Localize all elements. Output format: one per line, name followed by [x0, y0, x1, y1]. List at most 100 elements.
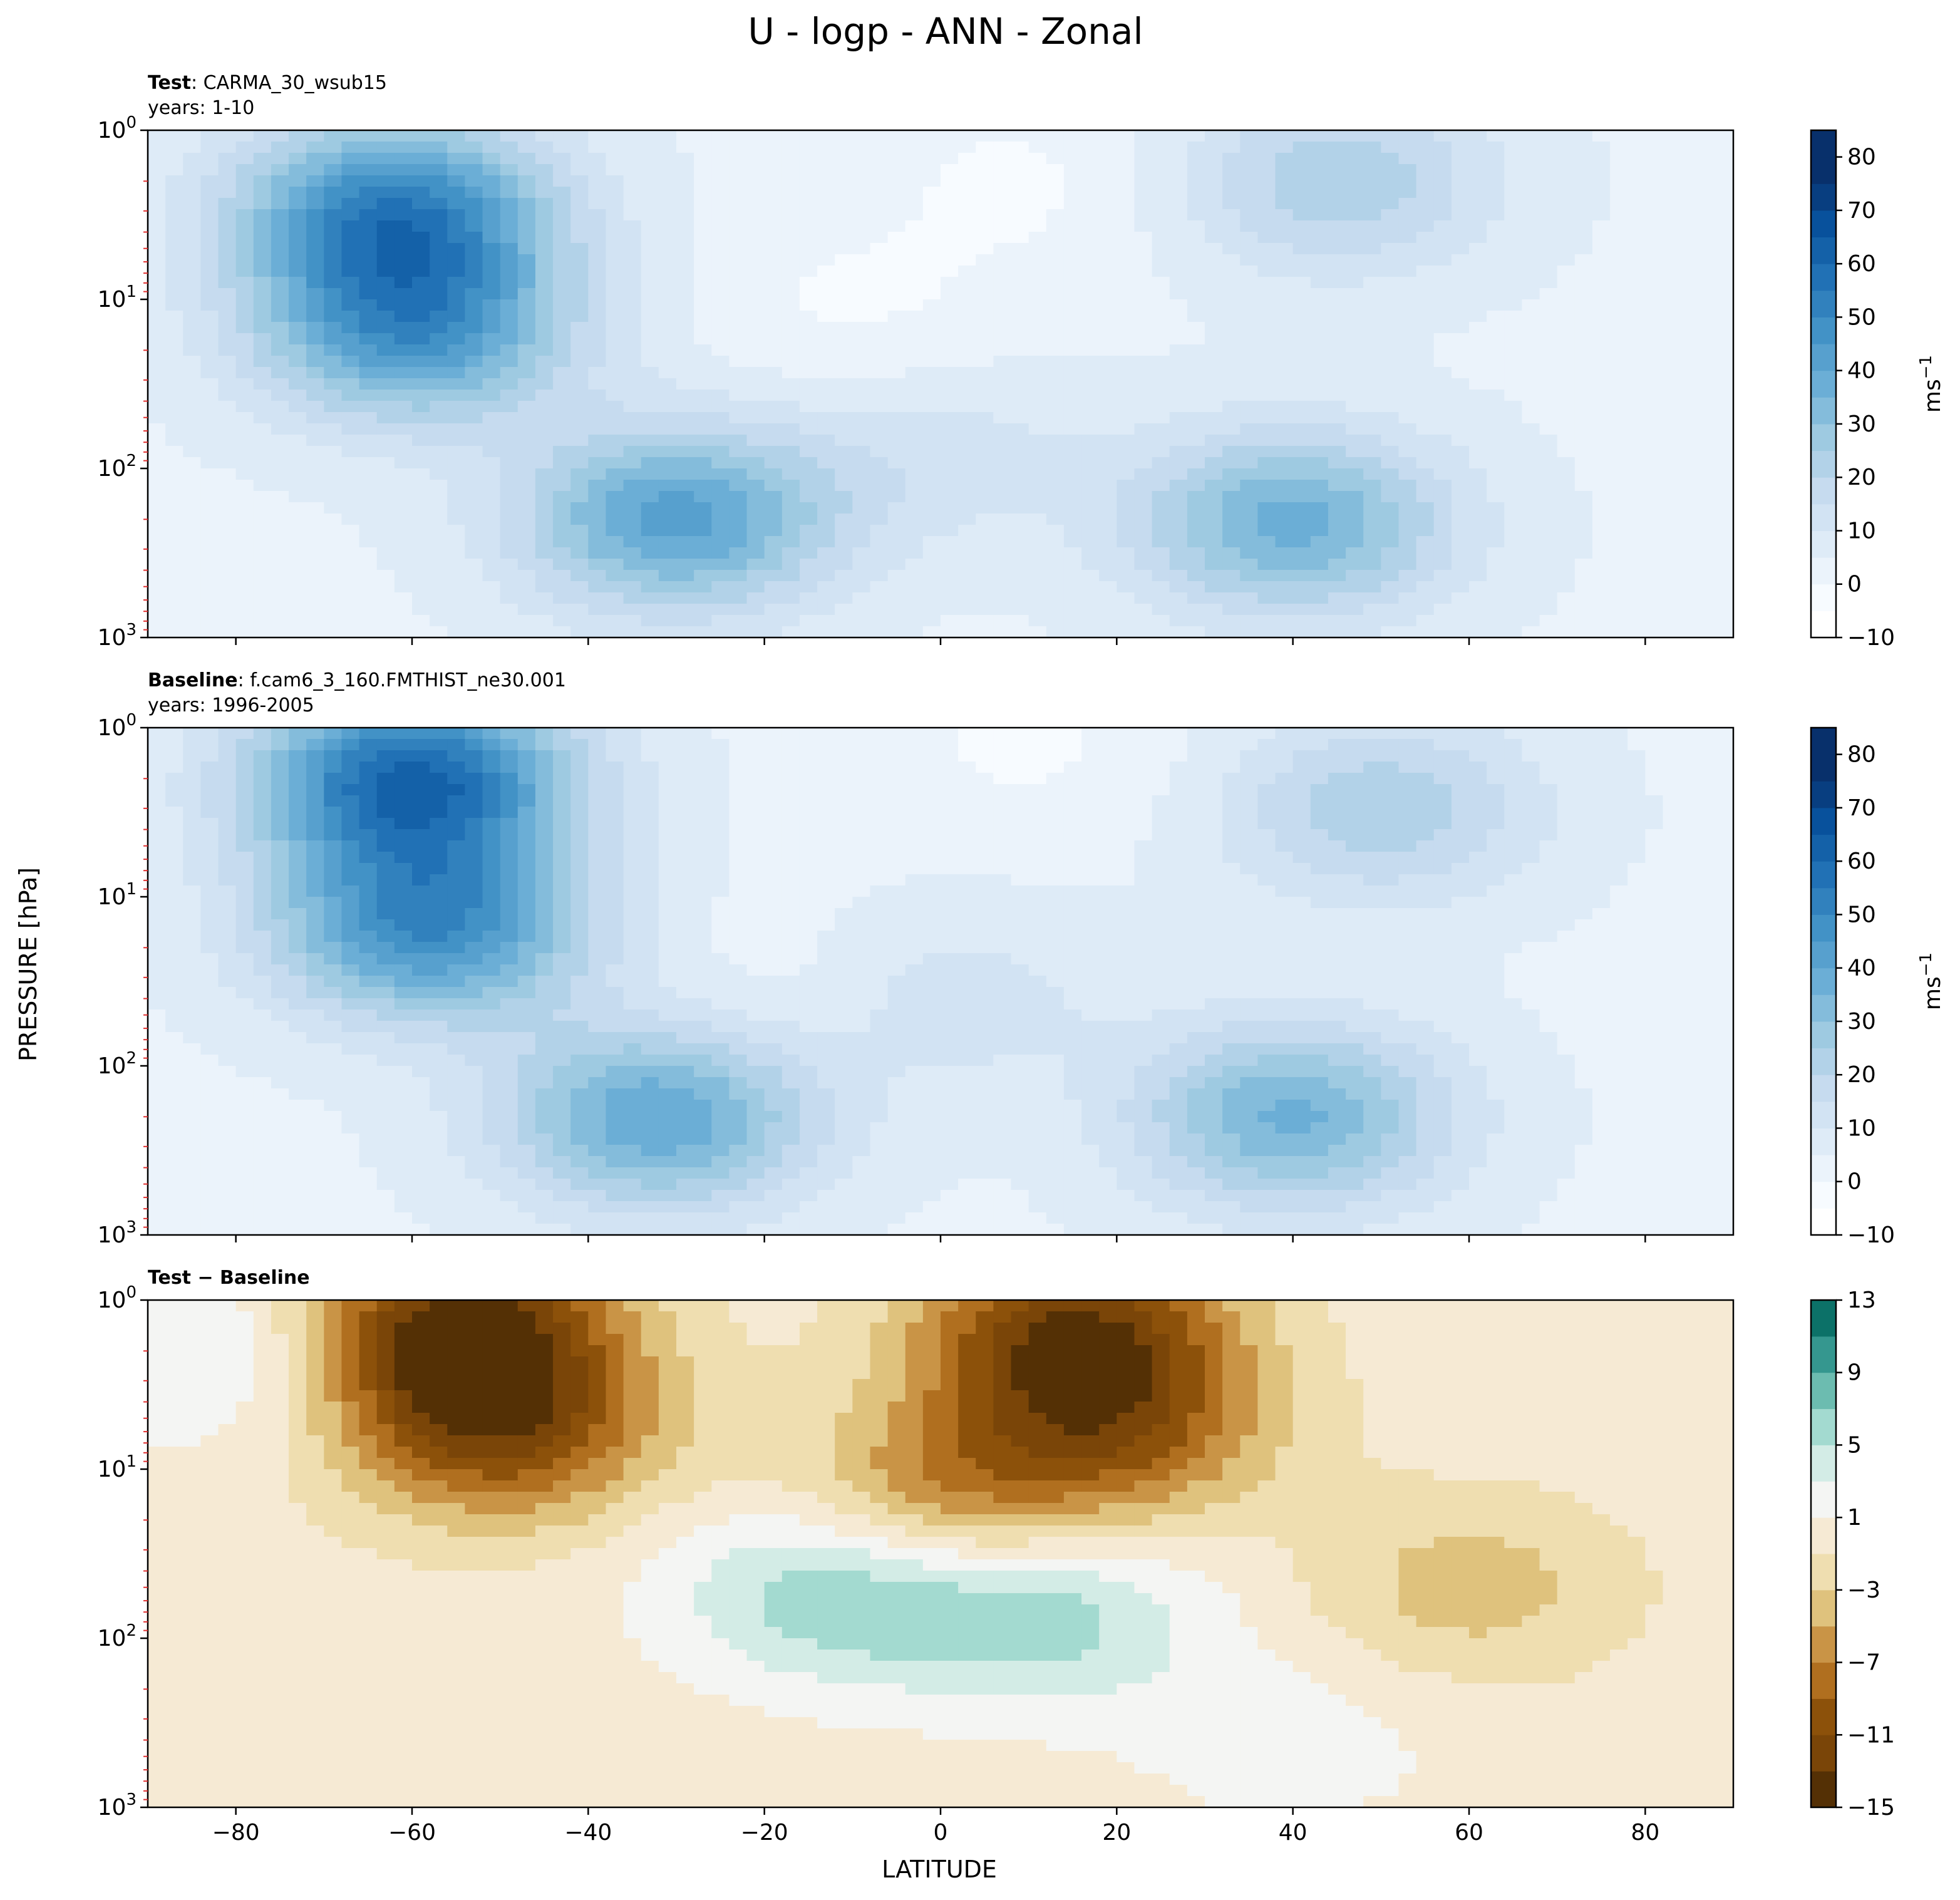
contour-cell: [905, 378, 924, 390]
contour-cell: [887, 367, 906, 379]
contour-cell: [517, 795, 536, 807]
contour-cell: [394, 559, 413, 571]
contour-cell: [905, 142, 924, 153]
contour-cell: [235, 423, 254, 435]
contour-cell: [1557, 322, 1576, 334]
contour-cell: [1592, 344, 1611, 356]
contour-cell: [1645, 220, 1664, 232]
contour-cell: [535, 209, 554, 221]
contour-cell: [1257, 220, 1276, 232]
contour-cell: [1398, 728, 1417, 740]
contour-cell: [1381, 322, 1400, 334]
contour-cell: [500, 807, 518, 818]
contour-cell: [1627, 243, 1646, 255]
contour-cell: [482, 378, 501, 390]
contour-cell: [570, 728, 589, 740]
contour-cell: [993, 153, 1012, 165]
contour-cell: [1610, 547, 1628, 559]
contour-cell: [746, 344, 765, 356]
contour-cell: [623, 435, 642, 447]
contour-cell: [1152, 750, 1170, 762]
contour-cell: [1117, 547, 1135, 559]
contour-cell: [376, 220, 395, 232]
contour-cell: [1680, 491, 1699, 503]
contour-cell: [852, 784, 871, 796]
contour-cell: [412, 773, 430, 785]
contour-cell: [1046, 750, 1065, 762]
contour-cell: [1363, 491, 1381, 503]
contour-cell: [1610, 581, 1628, 593]
contour-cell: [447, 412, 465, 424]
contour-cell: [218, 840, 237, 852]
contour-cell: [958, 378, 976, 390]
contour-cell: [1610, 604, 1628, 616]
contour-cell: [500, 795, 518, 807]
contour-cell: [1134, 153, 1153, 165]
contour-cell: [1469, 480, 1487, 492]
contour-cell: [200, 344, 219, 356]
contour-cell: [1046, 299, 1065, 311]
contour-cell: [694, 220, 712, 232]
contour-cell: [958, 807, 976, 818]
contour-cell: [1680, 750, 1699, 762]
contour-cell: [905, 209, 924, 221]
contour-cell: [1715, 299, 1733, 311]
contour-cell: [905, 491, 924, 503]
contour-cell: [658, 266, 677, 277]
contour-cell: [1134, 288, 1153, 300]
contour-cell: [289, 773, 307, 785]
contour-cell: [1063, 130, 1082, 142]
contour-cell: [976, 626, 994, 638]
contour-cell: [570, 299, 589, 311]
contour-cell: [746, 480, 765, 492]
contour-cell: [324, 209, 343, 221]
contour-cell: [1698, 435, 1716, 447]
contour-cell: [905, 130, 924, 142]
contour-cell: [852, 514, 871, 525]
contour-cell: [1257, 266, 1276, 277]
contour-cell: [993, 514, 1012, 525]
contour-cell: [376, 807, 395, 818]
contour-cell: [412, 356, 430, 368]
contour-cell: [1715, 401, 1733, 413]
contour-cell: [1433, 164, 1452, 176]
contour-cell: [606, 581, 624, 593]
contour-cell: [1028, 412, 1047, 424]
contour-cell: [1416, 739, 1435, 751]
contour-cell: [306, 378, 324, 390]
contour-cell: [905, 311, 924, 323]
contour-cell: [1205, 468, 1223, 480]
contour-cell: [1574, 277, 1593, 289]
contour-cell: [253, 266, 272, 277]
contour-cell: [606, 378, 624, 390]
contour-cell: [835, 762, 853, 773]
contour-cell: [1715, 175, 1733, 187]
contour-cell: [835, 626, 853, 638]
contour-cell: [148, 547, 166, 559]
contour-cell: [517, 468, 536, 480]
contour-cell: [606, 435, 624, 447]
contour-cell: [324, 277, 343, 289]
contour-cell: [887, 423, 906, 435]
contour-cell: [1522, 322, 1540, 334]
contour-cell: [1574, 773, 1593, 785]
contour-cell: [482, 750, 501, 762]
contour-cell: [1557, 277, 1576, 289]
contour-cell: [1469, 322, 1487, 334]
contour-cell: [1381, 581, 1400, 593]
contour-cell: [1469, 457, 1487, 469]
contour-cell: [1081, 209, 1100, 221]
contour-cell: [781, 266, 800, 277]
contour-cell: [1663, 604, 1681, 616]
contour-cell: [1557, 728, 1576, 740]
contour-cell: [1610, 468, 1628, 480]
contour-cell: [1187, 468, 1205, 480]
contour-cell: [1346, 266, 1364, 277]
contour-cell: [905, 164, 924, 176]
contour-cell: [870, 288, 889, 300]
contour-cell: [1381, 829, 1400, 841]
contour-cell: [148, 840, 166, 852]
contour-cell: [1046, 547, 1065, 559]
contour-cell: [1117, 356, 1135, 368]
contour-cell: [1028, 446, 1047, 458]
